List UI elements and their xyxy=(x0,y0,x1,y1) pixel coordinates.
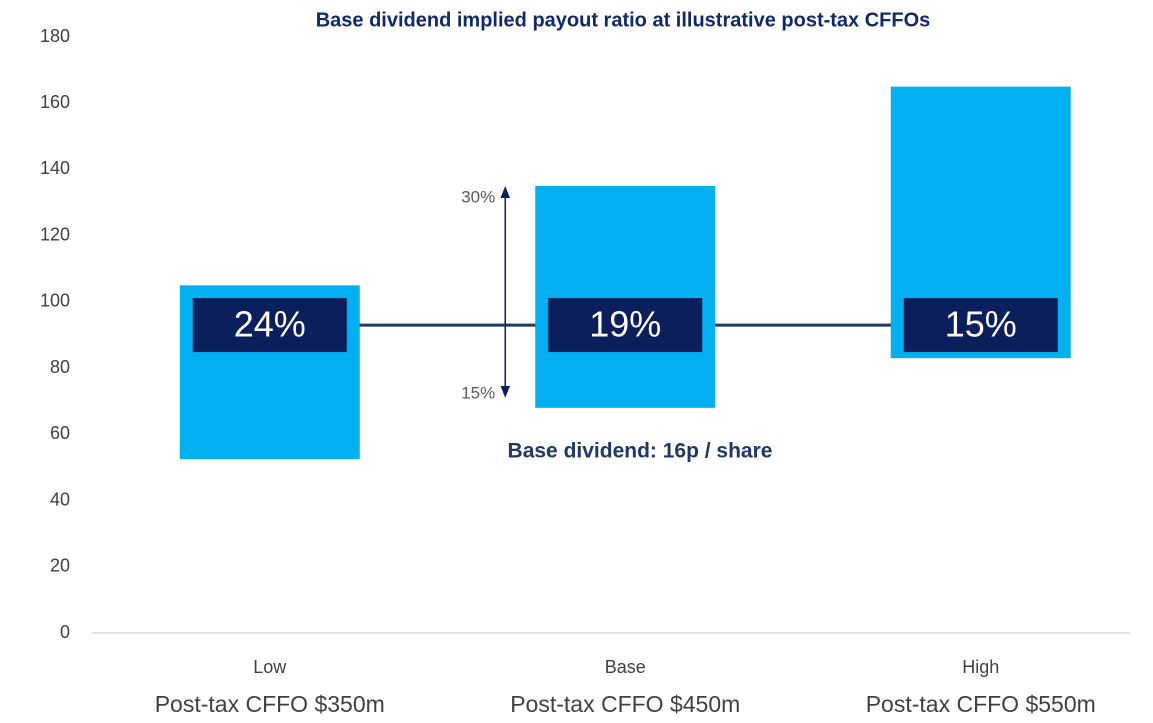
y-tick-label: 180 xyxy=(40,26,70,46)
x-tick-sublabel: Post-tax CFFO $350m xyxy=(155,691,385,717)
x-tick-label: Base xyxy=(605,657,646,677)
y-tick-label: 100 xyxy=(40,291,70,311)
arrow-bottom-label: 15% xyxy=(461,383,495,402)
payout-label: 19% xyxy=(589,304,661,345)
bar xyxy=(535,186,716,408)
y-tick-label: 20 xyxy=(50,556,70,576)
y-tick-label: 120 xyxy=(40,224,70,244)
payout-box xyxy=(548,298,703,353)
chart-title: Base dividend implied payout ratio at il… xyxy=(316,9,931,31)
x-tick-sublabel: Post-tax CFFO $550m xyxy=(866,691,1096,717)
x-tick-label: Low xyxy=(253,657,287,677)
y-tick-label: 160 xyxy=(40,92,70,112)
y-tick-label: 0 xyxy=(60,622,70,642)
y-tick-label: 40 xyxy=(50,489,70,509)
x-tick-label: High xyxy=(962,657,999,677)
y-tick-label: 140 xyxy=(40,158,70,178)
payout-box xyxy=(903,298,1058,353)
x-tick-sublabel: Post-tax CFFO $450m xyxy=(510,691,740,717)
payout-label: 15% xyxy=(945,304,1017,345)
payout-label: 24% xyxy=(234,304,306,345)
y-tick-label: 80 xyxy=(50,357,70,377)
arrow-top-label: 30% xyxy=(461,187,495,206)
y-tick-label: 60 xyxy=(50,423,70,443)
payout-box xyxy=(192,298,347,353)
annotation: Base dividend: 16p / share xyxy=(508,440,773,463)
